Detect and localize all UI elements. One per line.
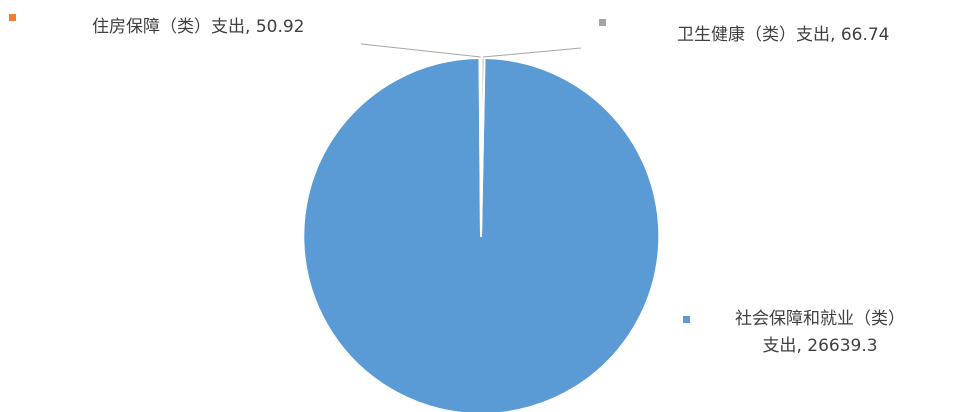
data-label-health-name: 卫生健康（类）支出 [677,25,830,45]
pie-slice-health [480,57,486,237]
data-label-health-sep: , [830,25,841,45]
data-label-social-security: 社会保障和就业（类） 支出, 26639.3 [704,306,936,360]
legend-key-health [599,19,606,26]
data-label-social-security-name-2: 支出 [762,336,797,356]
data-label-housing-sep: , [245,17,256,37]
data-label-housing-name: 住房保障（类）支出 [92,17,245,37]
leader-line-health [483,47,582,58]
data-label-health-value: 66.74 [840,25,890,45]
data-label-housing: 住房保障（类）支出, 50.92 [92,14,304,41]
data-label-social-security-sep: , [796,336,808,356]
data-label-housing-value: 50.92 [255,17,305,37]
pie-slices [302,56,661,412]
leader-line-housing [360,43,481,58]
data-label-social-security-name: 社会保障和就业（类） [735,309,905,329]
legend-key-housing [9,14,16,21]
data-label-social-security-value: 26639.3 [807,336,878,356]
leader-lines [360,43,582,58]
legend-key-social-security [683,316,690,323]
data-label-health: 卫生健康（类）支出, 66.74 [677,22,889,49]
